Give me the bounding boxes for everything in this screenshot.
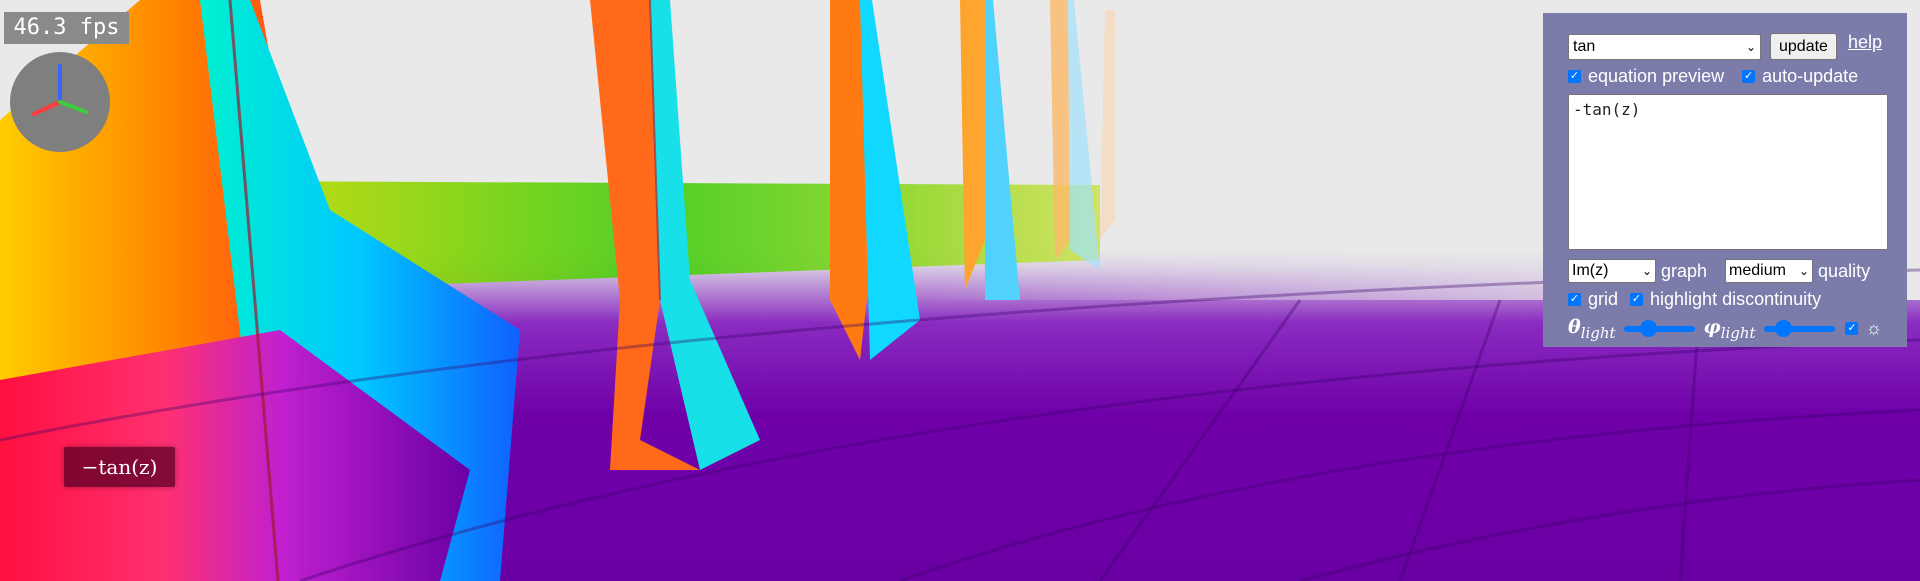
slider-thumb[interactable] bbox=[1640, 319, 1658, 337]
update-button[interactable]: update bbox=[1770, 33, 1837, 60]
grid-label: grid bbox=[1588, 289, 1619, 309]
chevron-down-icon: ⌄ bbox=[1745, 39, 1756, 54]
chevron-down-icon: ⌄ bbox=[1798, 264, 1810, 278]
graph-label: graph bbox=[1661, 260, 1708, 281]
graph-select-value: Im(z) bbox=[1572, 262, 1609, 279]
auto-update-label: auto-update bbox=[1762, 66, 1859, 86]
equation-preview-label: equation preview bbox=[1588, 66, 1725, 86]
highlight-discontinuity-label: highlight discontinuity bbox=[1650, 289, 1822, 309]
theta-light-slider[interactable] bbox=[1623, 319, 1696, 337]
axis-gizmo[interactable] bbox=[10, 52, 110, 152]
equation-overlay: −tan(z) bbox=[64, 447, 175, 487]
light-checkbox[interactable]: ✓ bbox=[1845, 322, 1859, 336]
grid-checkbox[interactable]: ✓ bbox=[1568, 293, 1581, 306]
graph-select[interactable]: Im(z) ⌄ bbox=[1568, 259, 1656, 283]
equation-preview-checkbox[interactable]: ✓ bbox=[1568, 70, 1581, 83]
equation-textarea[interactable]: -tan(z) bbox=[1568, 94, 1888, 250]
help-link[interactable]: help bbox=[1847, 32, 1882, 52]
phi-light-label: φlight bbox=[1703, 316, 1756, 342]
phi-light-slider[interactable] bbox=[1763, 319, 1836, 337]
quality-select-value: medium bbox=[1729, 262, 1786, 279]
quality-select[interactable]: medium ⌄ bbox=[1725, 259, 1814, 283]
chevron-down-icon: ⌄ bbox=[1641, 264, 1652, 278]
function-select-value: tan bbox=[1573, 37, 1596, 55]
fps-counter: 46.3 fps bbox=[4, 12, 129, 44]
function-select[interactable]: tan ⌄ bbox=[1568, 33, 1761, 60]
highlight-discontinuity-checkbox[interactable]: ✓ bbox=[1630, 293, 1644, 306]
theta-light-label: θlight bbox=[1568, 316, 1616, 342]
control-panel: tan ⌄ update help ✓ equation preview ✓ a… bbox=[1543, 13, 1907, 347]
slider-thumb[interactable] bbox=[1774, 319, 1792, 337]
quality-label: quality bbox=[1818, 260, 1871, 281]
axes-icon bbox=[32, 64, 88, 116]
sun-icon: ☼ bbox=[1865, 318, 1882, 339]
auto-update-checkbox[interactable]: ✓ bbox=[1742, 70, 1756, 83]
